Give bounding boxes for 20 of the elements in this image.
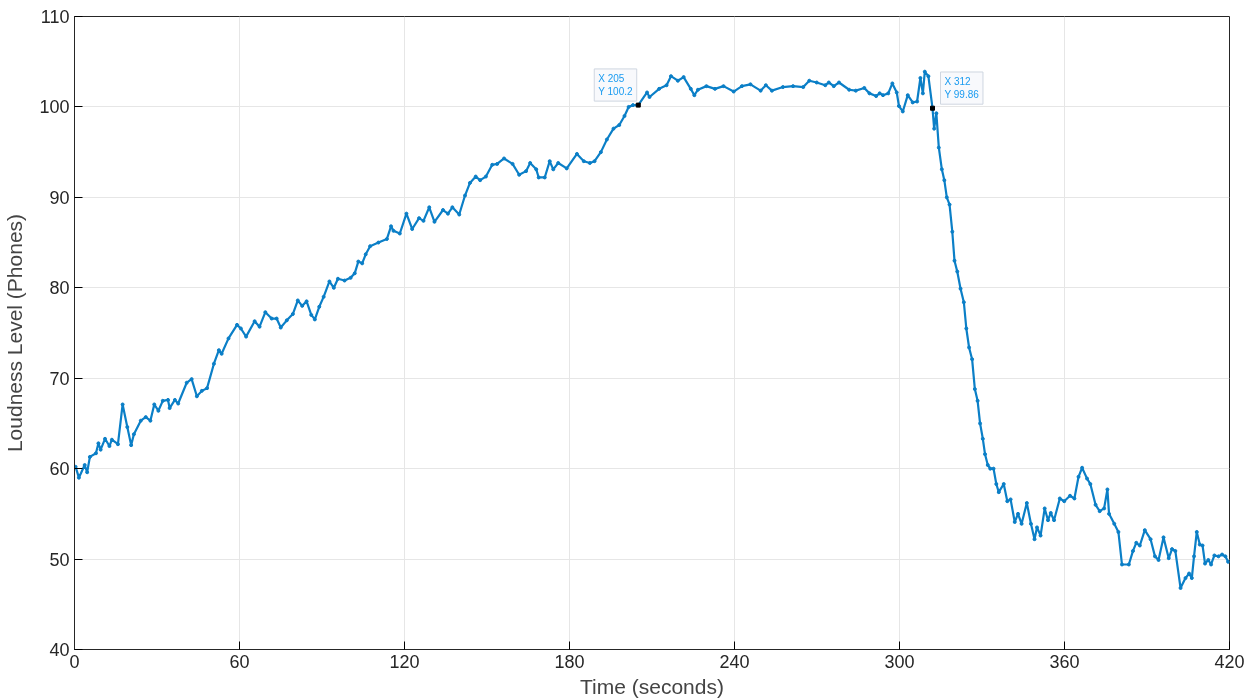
x-tick-label: 240 (719, 651, 750, 672)
annotation: X 205 Y 100.2 (598, 72, 633, 98)
x-axis-title: Time (seconds) (580, 674, 724, 698)
y-tick-label: 80 (49, 278, 70, 299)
y-tick-label: 50 (49, 549, 70, 570)
y-tick-label: 40 (49, 640, 70, 660)
x-tick-label: 420 (1214, 651, 1245, 672)
annotation: X 312 Y 99.86 (944, 75, 980, 101)
x-tick-label: 300 (884, 651, 915, 672)
y-tick-label: 110 (40, 7, 70, 27)
y-tick-label: 100 (39, 97, 70, 118)
y-tick-label: 60 (49, 459, 70, 480)
x-tick-label: 0 (69, 651, 80, 672)
x-tick-label: 180 (554, 651, 585, 672)
x-tick-label: 360 (1049, 651, 1080, 672)
x-tick-label: 120 (389, 651, 420, 672)
y-axis-title: Loudness Level (Phones) (3, 213, 27, 453)
y-tick-label: 70 (49, 368, 70, 389)
x-tick-label: 60 (229, 651, 250, 672)
y-tick-label: 90 (49, 187, 70, 208)
